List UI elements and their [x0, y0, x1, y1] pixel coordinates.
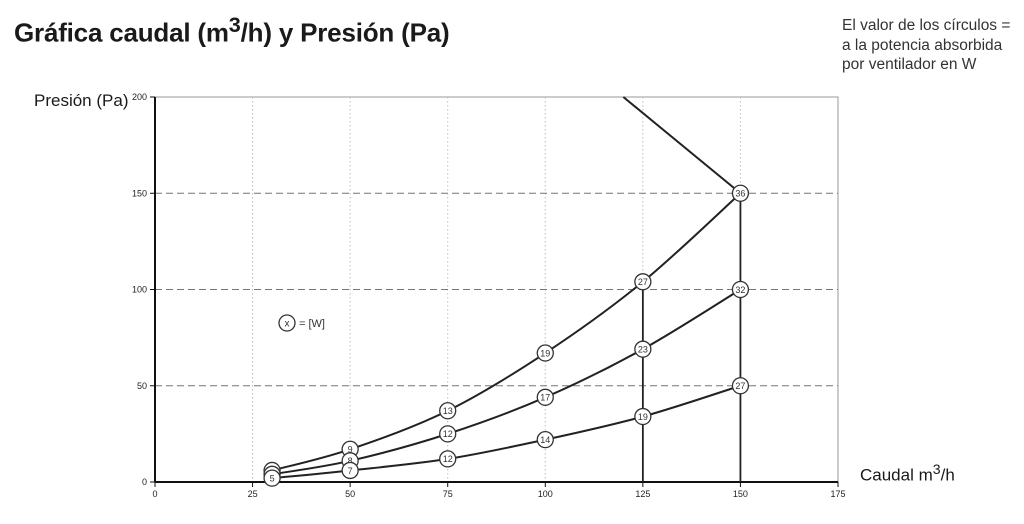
point-circle [634, 273, 652, 291]
point-value-label: 8 [348, 456, 353, 466]
note-line: a la potencia absorbida [842, 36, 1003, 54]
y-tick-label: 200 [132, 92, 147, 102]
point-value-label: 7 [348, 466, 353, 476]
point-value-label: 13 [443, 406, 453, 416]
point-value-label: 32 [735, 285, 745, 295]
system-curve-line [622, 96, 742, 195]
x-tick-label: 175 [830, 489, 845, 499]
y-tick-label: 0 [142, 477, 147, 487]
point-circle [439, 402, 457, 420]
point-circle [634, 407, 652, 426]
point-value-label: 27 [735, 381, 745, 391]
data-point-marker: 23 [634, 340, 652, 358]
point-circle [536, 430, 554, 449]
note-line: por ventilador en W [842, 56, 977, 73]
x-axis-label-text-end: /h [940, 465, 955, 485]
x-tick-label: 100 [538, 489, 553, 499]
point-circle [731, 184, 750, 202]
data-point-marker: 13 [439, 402, 457, 420]
data-point-marker: 5 [263, 469, 281, 487]
data-point-marker: 19 [536, 344, 554, 362]
title-text: Gráfica caudal (m [14, 17, 229, 48]
x-tick-label: 0 [152, 489, 157, 499]
point-circle [263, 469, 281, 487]
point-circle [731, 377, 750, 395]
point-circle [634, 340, 652, 358]
data-point-marker: 19 [634, 407, 652, 426]
series-line-1 [271, 192, 742, 472]
y-tick-label: 100 [132, 285, 147, 295]
y-tick-label: 50 [137, 381, 147, 391]
x-axis-label: Caudal m3/h [860, 462, 955, 486]
note-line: El valor de los círculos = [842, 17, 1011, 34]
title-superscript: 3 [228, 12, 241, 37]
point-circle [439, 425, 457, 443]
data-point-marker: 12 [439, 450, 457, 468]
x-tick-label: 75 [443, 489, 453, 499]
point-circle [439, 450, 457, 468]
point-circle [341, 461, 359, 480]
x-axis-label-superscript: 3 [932, 462, 941, 478]
y-tick-label: 150 [132, 188, 147, 198]
data-point-marker: 27 [731, 377, 750, 395]
point-value-label: 27 [638, 277, 648, 287]
point-value-label: 14 [540, 435, 550, 445]
point-value-label: 36 [735, 189, 745, 199]
x-tick-label: 25 [248, 489, 258, 499]
data-point-marker: 27 [634, 273, 652, 291]
data-point-marker: 7 [341, 461, 359, 480]
point-value-label: 17 [540, 393, 550, 403]
legend-circle-label: x [285, 319, 290, 330]
legend-symbol: x = [W] [278, 314, 325, 332]
x-tick-label: 125 [635, 489, 650, 499]
x-tick-label: 50 [345, 489, 355, 499]
data-point-marker: 17 [536, 388, 554, 406]
data-point-marker: 32 [731, 280, 750, 299]
data-point-marker: 36 [731, 184, 750, 202]
legend-note: El valor de los círculos = a la potencia… [842, 16, 1022, 75]
point-value-label: 5 [270, 473, 275, 483]
point-value-label: 19 [540, 348, 550, 358]
title-text-end: /h) y Presión (Pa) [240, 17, 450, 48]
point-circle [731, 280, 750, 299]
point-circle [536, 388, 554, 406]
x-tick-label: 150 [733, 489, 748, 499]
data-point-marker: 12 [439, 425, 457, 443]
point-value-label: 12 [443, 454, 453, 464]
point-value-label: 19 [638, 412, 648, 422]
data-point-marker: 14 [536, 430, 554, 449]
point-value-label: 9 [348, 445, 353, 455]
y-axis-label: Presión (Pa) [34, 91, 129, 110]
point-value-label: 23 [638, 344, 648, 354]
legend-text: = [W] [299, 318, 325, 330]
point-value-label: 12 [443, 429, 453, 439]
point-circle [536, 344, 554, 362]
chart-title: Gráfica caudal (m3/h) y Presión (Pa) [14, 12, 450, 49]
legend-circle [278, 314, 296, 332]
x-axis-label-text: Caudal m [860, 465, 933, 485]
